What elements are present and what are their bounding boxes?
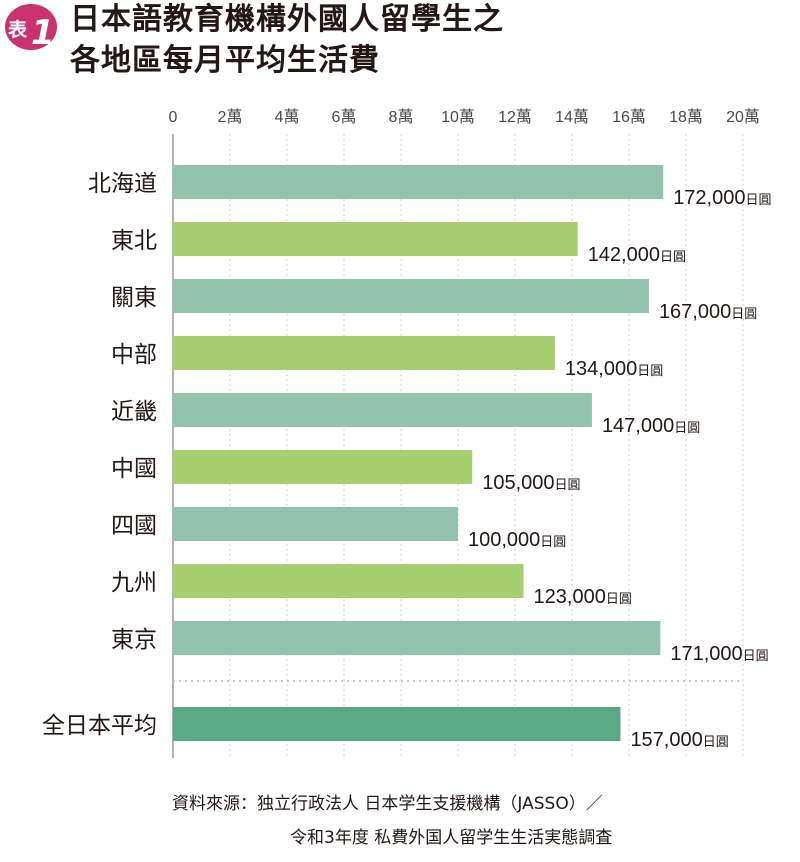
value-number: 167,000 <box>659 301 731 323</box>
value-unit: 日圓 <box>606 592 632 607</box>
value-number: 105,000 <box>482 472 554 494</box>
x-tick-label: 18萬 <box>669 108 703 126</box>
value-unit: 日圓 <box>555 478 581 493</box>
value-number: 157,000 <box>630 729 702 751</box>
value-label: 157,000日圓 <box>630 729 728 751</box>
bar <box>173 507 458 541</box>
value-unit: 日圓 <box>743 649 769 664</box>
value-number: 147,000 <box>602 415 674 437</box>
category-label: 東京 <box>111 627 157 653</box>
value-unit: 日圓 <box>745 193 771 208</box>
badge-prefix: 表 <box>8 18 28 41</box>
x-tick-label: 4萬 <box>275 108 300 126</box>
value-number: 134,000 <box>565 358 637 380</box>
value-label: 142,000日圓 <box>588 244 686 266</box>
bar <box>173 621 661 655</box>
value-unit: 日圓 <box>637 364 663 379</box>
category-label: 四國 <box>111 513 157 539</box>
bar <box>173 279 649 313</box>
value-label: 123,000日圓 <box>534 586 632 608</box>
source-line-1: 資料來源：独立行政法人 日本学生支援機構（JASSO）／ <box>172 794 603 814</box>
value-number: 171,000 <box>670 643 742 665</box>
x-tick-label: 0 <box>169 109 178 126</box>
value-label: 147,000日圓 <box>602 415 700 437</box>
value-number: 142,000 <box>588 244 660 266</box>
category-label: 北海道 <box>88 171 157 197</box>
bar <box>173 564 524 598</box>
value-number: 100,000 <box>468 529 540 551</box>
x-tick-label: 16萬 <box>612 108 646 126</box>
table-badge: 表 1 <box>5 4 57 52</box>
x-tick-label: 20萬 <box>726 108 760 126</box>
source-line-2: 令和3年度 私費外国人留学生生活実態調査 <box>290 828 613 848</box>
category-label: 九州 <box>111 570 157 596</box>
value-label: 100,000日圓 <box>468 529 566 551</box>
x-tick-label: 10萬 <box>441 108 475 126</box>
category-label: 中國 <box>111 456 157 482</box>
category-label: 關東 <box>111 285 157 311</box>
category-label: 近畿 <box>111 399 157 425</box>
chart-title-line-2: 各地區每月平均生活費 <box>70 43 380 78</box>
x-tick-label: 2萬 <box>218 108 243 126</box>
value-label: 134,000日圓 <box>565 358 663 380</box>
value-unit: 日圓 <box>660 250 686 265</box>
value-label: 167,000日圓 <box>659 301 757 323</box>
value-label: 171,000日圓 <box>670 643 768 665</box>
x-tick-label: 8萬 <box>389 108 414 126</box>
value-number: 123,000 <box>534 586 606 608</box>
value-unit: 日圓 <box>731 307 757 322</box>
value-unit: 日圓 <box>540 535 566 550</box>
x-tick-label: 6萬 <box>332 108 357 126</box>
value-label: 172,000日圓 <box>673 187 771 209</box>
value-unit: 日圓 <box>703 735 729 750</box>
value-unit: 日圓 <box>674 421 700 436</box>
bar <box>173 222 578 256</box>
x-tick-label: 12萬 <box>498 108 532 126</box>
bar <box>173 336 555 370</box>
chart-title-line-1: 日本語教育機構外國人留學生之 <box>70 2 504 37</box>
x-tick-label: 14萬 <box>555 108 589 126</box>
value-number: 172,000 <box>673 187 745 209</box>
category-label: 全日本平均 <box>42 713 157 739</box>
category-label: 東北 <box>111 228 157 254</box>
badge-circle <box>5 4 57 50</box>
badge-number: 1 <box>31 13 55 52</box>
bar <box>173 393 592 427</box>
category-label: 中部 <box>111 342 157 368</box>
bar <box>173 450 473 484</box>
value-label: 105,000日圓 <box>482 472 580 494</box>
bar <box>173 165 664 199</box>
bar <box>173 707 621 741</box>
